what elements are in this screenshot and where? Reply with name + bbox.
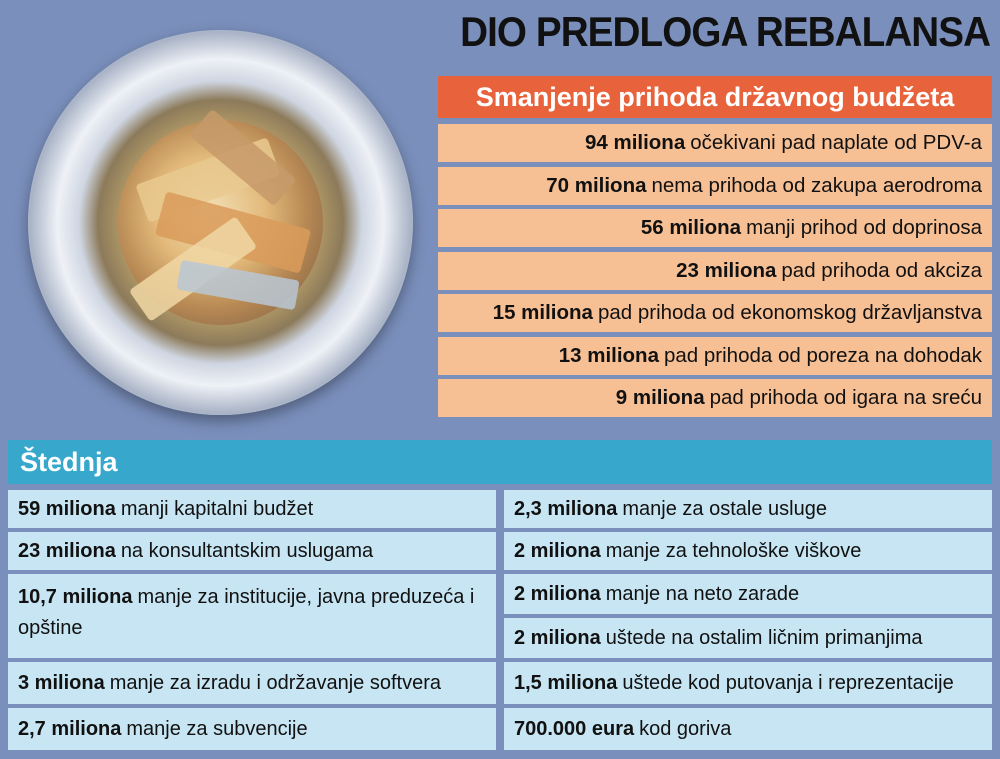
revenue-row: 23 miliona pad prihoda od akciza [438,251,992,290]
savings-amount: 2 miliona [514,627,601,649]
savings-description: manje za izradu i održavanje softvera [109,672,441,694]
revenue-row: 9 miliona pad prihoda od igara na sreću [438,379,992,417]
revenue-amount: 94 miliona [584,131,686,154]
savings-right-column: 2,3 miliona manje za ostale usluge 2 mili… [504,490,992,754]
revenue-description: očekivani pad naplate od PDV-a [690,131,982,154]
savings-amount: 2,3 miliona [514,498,618,520]
savings-description: manji kapitalni budžet [120,498,314,520]
savings-amount: 700.000 eura [514,718,635,740]
savings-amount: 23 miliona [18,540,116,562]
savings-description: manje za ostale usluge [622,498,827,520]
revenue-description: pad prihoda od ekonomskog državljanstva [597,301,982,324]
savings-item: 3 miliona manje za izradu i održavanje so… [8,662,496,704]
savings-amount: 10,7 miliona [18,586,133,608]
savings-description: uštede na ostalim ličnim primanjima [605,627,923,649]
savings-amount: 3 miliona [18,672,105,694]
revenue-description: pad prihoda od igara na sreću [709,386,982,409]
savings-amount: 2,7 miliona [18,718,122,740]
savings-item: 2,3 miliona manje za ostale usluge [504,490,992,528]
savings-item: 2,7 miliona manje za subvencije [8,708,496,750]
revenue-row: 15 miliona pad prihoda od ekonomskog drža… [438,294,992,332]
savings-amount: 2 miliona [514,583,601,605]
savings-description: manje za tehnološke viškove [605,540,862,562]
money-jar-photo [28,30,413,415]
revenue-amount: 70 miliona [546,173,647,197]
revenue-amount: 15 miliona [492,301,593,324]
savings-amount: 2 miliona [514,540,601,562]
revenue-section-header: Smanjenje prihoda državnog budžeta [438,76,992,118]
savings-item: 59 miliona manji kapitalni budžet [8,490,496,528]
savings-item: 1,5 miliona uštede kod putovanja i reprez… [504,662,992,704]
revenue-amount: 56 miliona [640,216,742,239]
revenue-row: 70 miliona nema prihoda od zakupa aerodro… [438,166,992,205]
revenue-list: 94 miliona očekivani pad naplate od PDV-a… [438,124,992,422]
revenue-amount: 13 miliona [558,343,659,367]
revenue-description: pad prihoda od poreza na dohodak [663,343,982,367]
revenue-amount: 9 miliona [615,386,705,409]
revenue-description: nema prihoda od zakupa aerodroma [651,173,983,197]
revenue-row: 13 miliona pad prihoda od poreza na dohod… [438,336,992,375]
savings-description: manje na neto zarade [605,583,800,605]
savings-section-header: Štednja [8,440,992,484]
savings-amount: 1,5 miliona [514,672,618,694]
savings-item: 700.000 eura kod goriva [504,708,992,750]
savings-description: manje za subvencije [126,718,308,740]
savings-item: 23 miliona na konsultantskim uslugama [8,532,496,570]
savings-item: 2 miliona manje na neto zarade [504,574,992,614]
savings-description: uštede kod putovanja i reprezentacije [622,672,954,694]
savings-item: 10,7 miliona manje za institucije, javna … [8,574,496,658]
banknotes-image [118,108,323,325]
savings-left-column: 59 miliona manji kapitalni budžet 23 mili… [8,490,496,754]
page-title: DIO PREDLOGA REBALANSA [459,8,991,55]
savings-description: kod goriva [639,718,732,740]
revenue-description: pad prihoda od akciza [781,258,982,282]
savings-item: 2 miliona uštede na ostalim ličnim priman… [504,618,992,658]
revenue-row: 56 miliona manji prihod od doprinosa [438,209,992,247]
savings-item: 2 miliona manje za tehnološke viškove [504,532,992,570]
revenue-amount: 23 miliona [676,258,777,282]
savings-description: manje za institucije, javna preduzeća i … [18,586,475,639]
revenue-row: 94 miliona očekivani pad naplate od PDV-a [438,124,992,162]
savings-amount: 59 miliona [18,498,116,520]
savings-description: na konsultantskim uslugama [120,540,374,562]
revenue-description: manji prihod od doprinosa [746,216,982,239]
